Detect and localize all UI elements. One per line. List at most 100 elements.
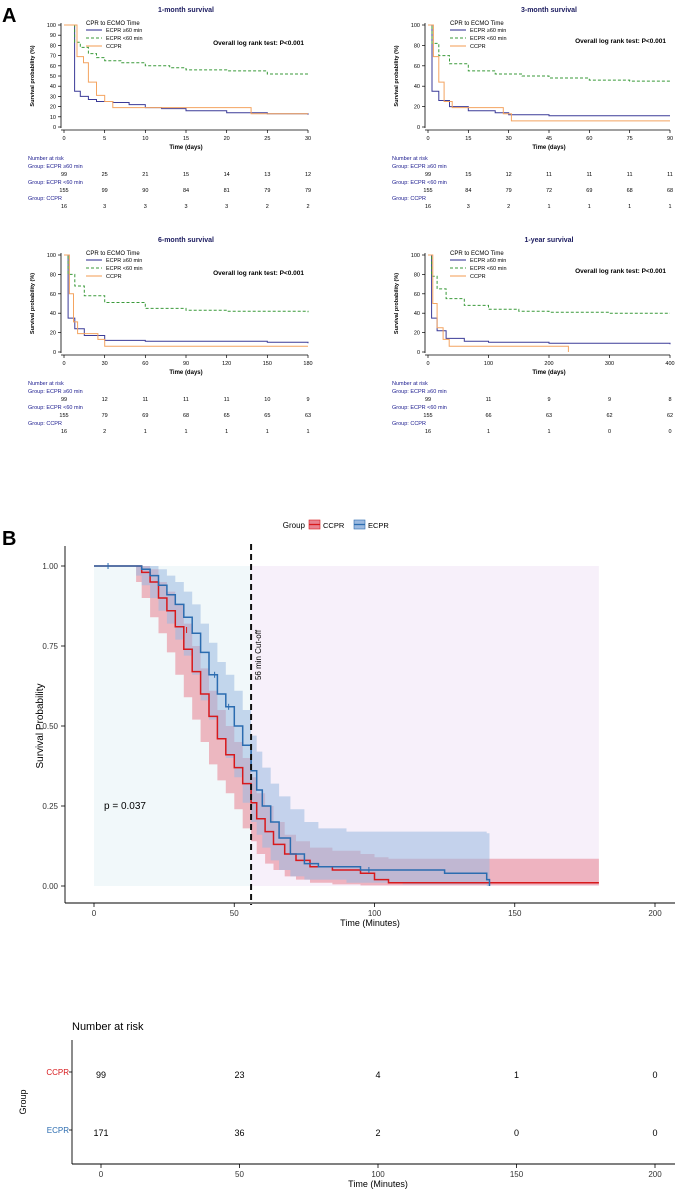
plot-title: 6-month survival xyxy=(158,237,214,244)
risk-count: 11 xyxy=(183,397,189,403)
risk-x-tick-label: 50 xyxy=(235,1170,244,1179)
legend-entry: CCPR xyxy=(323,521,345,530)
risk-group-label: Group: ECPR <60 min xyxy=(28,405,83,411)
risk-count: 1 xyxy=(184,429,187,435)
risk-table-title: Number at risk xyxy=(72,1021,144,1033)
risk-x-tick-label: 150 xyxy=(510,1170,524,1179)
risk-count: 79 xyxy=(305,188,311,194)
risk-count: 2 xyxy=(306,204,309,210)
risk-count: 1 xyxy=(144,429,147,435)
y-tick-label: 60 xyxy=(414,64,420,70)
risk-count: 1 xyxy=(514,1070,519,1080)
risk-count: 12 xyxy=(305,172,311,178)
y-tick-label: 0 xyxy=(417,125,420,131)
risk-count: 2 xyxy=(507,204,510,210)
y-tick-label: 40 xyxy=(414,311,420,317)
risk-x-tick-label: 100 xyxy=(371,1170,385,1179)
risk-count: 68 xyxy=(667,188,673,194)
risk-count: 16 xyxy=(425,204,431,210)
km-curve-ecpr xyxy=(94,565,491,886)
x-axis-title: Time (Minutes) xyxy=(340,918,400,928)
risk-count: 25 xyxy=(102,172,108,178)
risk-group-label: ECPR xyxy=(47,1126,69,1135)
risk-count: 63 xyxy=(546,413,552,419)
risk-group-label: Group: ECPR <60 min xyxy=(392,180,447,186)
x-tick-label: 180 xyxy=(303,361,312,367)
risk-count: 155 xyxy=(59,413,68,419)
risk-count: 99 xyxy=(102,188,108,194)
risk-count: 36 xyxy=(234,1128,244,1138)
km-plot-1-month: 1-month survival 0 10 20 30 40 50 60 70 80 90 100 0 5… xyxy=(28,7,311,210)
risk-count: 15 xyxy=(465,172,471,178)
risk-x-tick-label: 0 xyxy=(99,1170,104,1179)
x-tick-label: 0 xyxy=(62,136,65,142)
risk-count: 84 xyxy=(183,188,189,194)
y-tick-label: 100 xyxy=(47,253,56,259)
legend-entry: CCPR xyxy=(106,44,122,50)
x-tick-label: 30 xyxy=(102,361,108,367)
risk-count: 84 xyxy=(465,188,471,194)
legend-entry: ECPR <60 min xyxy=(106,266,143,272)
risk-count: 155 xyxy=(59,188,68,194)
x-axis-title: Time (days) xyxy=(169,370,202,376)
x-tick-label: 0 xyxy=(426,136,429,142)
risk-count: 62 xyxy=(667,413,673,419)
risk-count: 99 xyxy=(425,397,431,403)
legend-title: CPR to ECMO Time xyxy=(450,21,504,27)
plot-title: 1-year survival xyxy=(524,237,573,244)
risk-group-label: Group: ECPR ≥60 min xyxy=(392,164,447,170)
risk-count: 155 xyxy=(423,413,432,419)
y-tick-label: 0.50 xyxy=(42,722,58,731)
x-tick-label: 45 xyxy=(546,136,552,142)
y-tick-label: 40 xyxy=(50,84,56,90)
x-tick-label: 50 xyxy=(230,909,239,918)
risk-count: 3 xyxy=(144,204,147,210)
km-curve-ecpr-60-min xyxy=(64,24,309,75)
x-tick-label: 90 xyxy=(667,136,673,142)
legend-entry: ECPR ≥60 min xyxy=(470,258,506,264)
risk-table-title: Number at risk xyxy=(28,381,64,387)
risk-count: 11 xyxy=(586,172,592,178)
x-axis-title: Time (days) xyxy=(532,370,565,376)
km-curve-ecpr-60-min xyxy=(428,24,671,83)
y-axis-title: Survival probability (%) xyxy=(30,273,36,334)
risk-count: 69 xyxy=(142,413,148,419)
risk-group-label: Group: CCPR xyxy=(28,196,62,202)
risk-group-label: Group: CCPR xyxy=(392,421,426,427)
km-curve-ccpr xyxy=(428,254,569,352)
y-tick-label: 20 xyxy=(414,105,420,111)
risk-count: 99 xyxy=(425,172,431,178)
legend-entry: ECPR ≥60 min xyxy=(106,258,142,264)
x-tick-label: 15 xyxy=(183,136,189,142)
risk-count: 1 xyxy=(225,429,228,435)
risk-count: 81 xyxy=(224,188,230,194)
y-tick-label: 70 xyxy=(50,54,56,60)
risk-count: 8 xyxy=(668,397,671,403)
legend-entry: CCPR xyxy=(106,274,122,280)
risk-count: 99 xyxy=(96,1070,106,1080)
risk-count: 21 xyxy=(142,172,148,178)
x-tick-label: 10 xyxy=(142,136,148,142)
risk-group-label: Group: ECPR <60 min xyxy=(392,405,447,411)
confidence-band-ccpr xyxy=(94,566,599,886)
x-tick-label: 30 xyxy=(305,136,311,142)
plot-title: 1-month survival xyxy=(158,7,214,14)
x-tick-label: 300 xyxy=(605,361,614,367)
y-tick-label: 30 xyxy=(50,94,56,100)
km-plot-6-month: 6-month survival 0 20 40 60 80 100 0 30 60 90 120 15… xyxy=(28,237,313,435)
x-axis-title: Time (days) xyxy=(532,145,565,151)
x-tick-label: 90 xyxy=(183,361,189,367)
y-tick-label: 0 xyxy=(417,350,420,356)
risk-group-label: Group: CCPR xyxy=(392,196,426,202)
legend-entry: ECPR <60 min xyxy=(470,36,507,42)
y-tick-label: 40 xyxy=(50,311,56,317)
risk-count: 62 xyxy=(606,413,612,419)
legend-title: CPR to ECMO Time xyxy=(450,251,504,257)
x-tick-label: 5 xyxy=(103,136,106,142)
plot-title: 3-month survival xyxy=(521,7,577,14)
risk-count: 0 xyxy=(652,1070,657,1080)
risk-count: 3 xyxy=(467,204,470,210)
risk-count: 11 xyxy=(486,397,492,403)
x-tick-label: 15 xyxy=(465,136,471,142)
